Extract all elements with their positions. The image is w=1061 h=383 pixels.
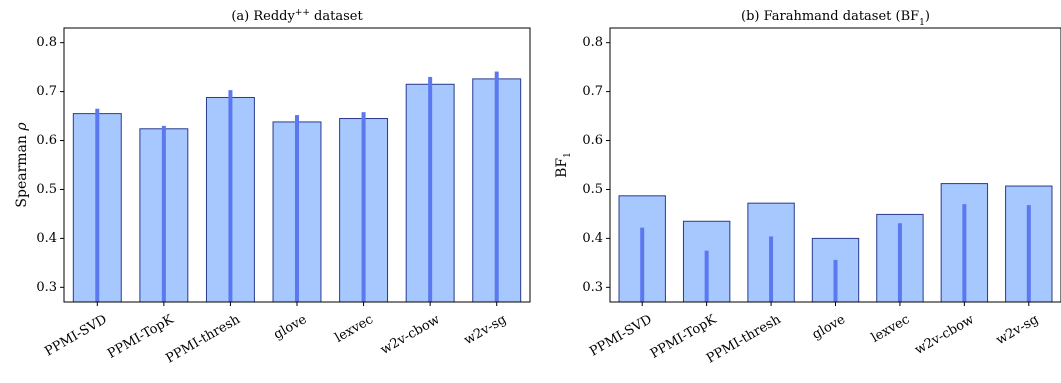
inner-bar-glove (295, 115, 299, 302)
x-tick-label: lexvec (869, 312, 912, 346)
y-tick-label: 0.8 (36, 35, 57, 50)
y-tick-label: 0.7 (582, 84, 603, 99)
x-tick-label: PPMI-thresh (704, 312, 784, 367)
inner-bar-lexvec (361, 112, 366, 302)
inner-bar-PPMI-thresh (769, 236, 774, 302)
y-axis-label: Spearman ρ (14, 122, 30, 208)
y-tick-label: 0.6 (36, 133, 57, 148)
x-tick-label: PPMI-SVD (587, 312, 654, 360)
plot-frame (609, 27, 1061, 303)
x-tick-label: glove (271, 312, 309, 343)
x-tick-label: PPMI-SVD (42, 312, 109, 360)
x-tick-label: w2v-sg (994, 312, 1041, 348)
y-tick-label: 0.8 (582, 35, 603, 50)
y-tick-label: 0.3 (582, 280, 603, 295)
y-axis-label: BF1 (554, 152, 573, 178)
inner-bar-PPMI-TopK (704, 250, 709, 303)
y-tick-label: 0.6 (582, 133, 603, 148)
x-tick-label: PPMI-thresh (164, 312, 244, 367)
plot-frame (63, 27, 531, 303)
y-tick-label: 0.4 (36, 231, 57, 246)
x-tick-label: w2v-cbow (378, 312, 442, 358)
chart-title: (a) Reddy++ dataset (231, 8, 363, 24)
inner-bar-PPMI-thresh (228, 90, 233, 302)
inner-bar-PPMI-SVD (95, 108, 100, 302)
y-tick-label: 0.7 (36, 84, 57, 99)
y-tick-label: 0.4 (582, 231, 603, 246)
x-tick-label: lexvec (333, 312, 376, 346)
y-tick-label: 0.3 (36, 280, 57, 295)
inner-bar-w2v-sg (1026, 205, 1031, 302)
inner-bar-w2v-cbow (428, 76, 433, 303)
inner-bar-w2v-cbow (962, 204, 967, 302)
chart-title: (b) Farahmand dataset (BF1) (741, 9, 930, 28)
inner-bar-PPMI-SVD (640, 227, 645, 302)
x-tick-label: w2v-sg (462, 312, 509, 348)
x-tick-label: w2v-cbow (912, 312, 976, 358)
y-tick-label: 0.5 (36, 182, 57, 197)
inner-bar-w2v-sg (494, 71, 499, 302)
inner-bar-lexvec (897, 223, 902, 302)
x-tick-label: glove (810, 312, 848, 343)
y-tick-label: 0.5 (582, 182, 603, 197)
inner-bar-glove (833, 259, 838, 302)
inner-bar-PPMI-TopK (161, 125, 166, 302)
